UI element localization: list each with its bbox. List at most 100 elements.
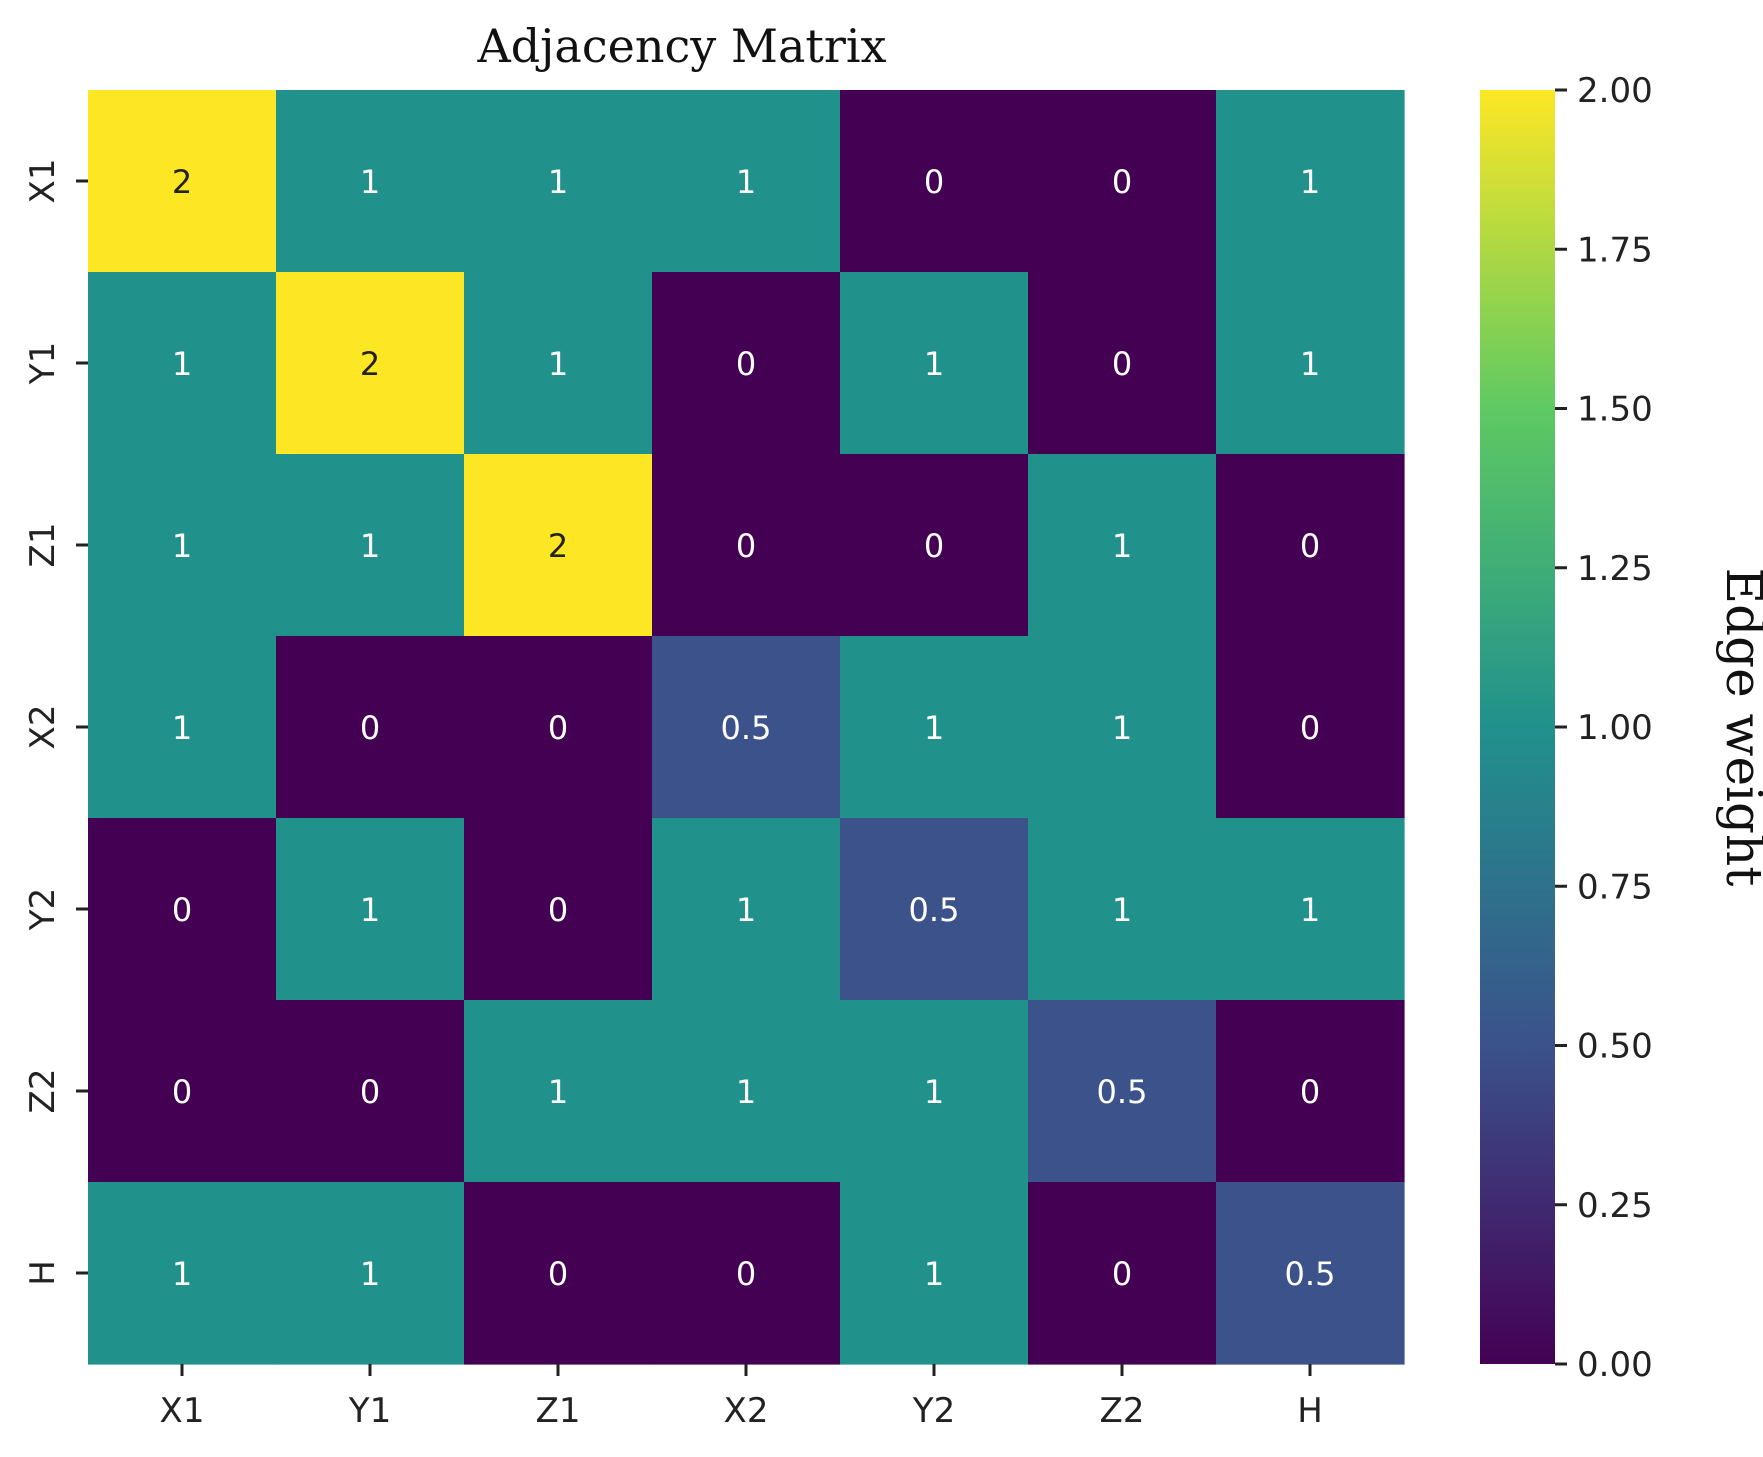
cell-value-label: 1 [736,163,756,201]
heatmap-cell [88,1182,277,1365]
colorbar-tick-label: 0.50 [1577,1027,1653,1067]
y-tick-label: X1 [23,159,63,204]
cell-value-label: 0 [1300,527,1320,565]
y-tick-label: Y2 [23,888,63,931]
colorbar-tick-label: 1.25 [1577,549,1653,589]
x-tick-label: Y2 [912,1391,955,1431]
heatmap-cell [88,1000,277,1183]
cell-value-label: 0 [1112,345,1132,383]
heatmap-cell [464,454,653,637]
cell-value-label: 0 [924,163,944,201]
heatmap-cell [652,636,841,819]
heatmap-cell [88,818,277,1001]
colorbar-tick-label: 1.75 [1577,230,1653,270]
heatmap-cell [276,272,465,455]
heatmap-cell [652,1182,841,1365]
cell-value-label: 1 [1112,891,1132,929]
cell-value-label: 0 [172,891,192,929]
heatmap-cell [652,454,841,637]
cell-value-label: 0 [1300,1073,1320,1111]
heatmap-cell [88,636,277,819]
cell-value-label: 0.5 [1285,1255,1336,1293]
heatmap-cell [1028,636,1217,819]
cell-value-label: 0 [736,345,756,383]
heatmap-cell [276,454,465,637]
heatmap-cell [652,272,841,455]
heatmap-cell [652,818,841,1001]
cell-value-label: 2 [172,163,192,201]
cell-value-label: 1 [924,1073,944,1111]
cell-value-label: 1 [360,527,380,565]
x-tick-label: Y1 [348,1391,391,1431]
heatmap-cell [1028,818,1217,1001]
heatmap-cell [840,1182,1029,1365]
chart-title: Adjacency Matrix [477,19,887,73]
cell-value-label: 1 [924,345,944,383]
cell-value-label: 1 [924,709,944,747]
x-tick-label: H [1297,1391,1323,1431]
heatmap-cell [1028,454,1217,637]
heatmap-cell [1028,1182,1217,1365]
colorbar-tick-label: 2.00 [1577,71,1653,111]
heatmap-cell [652,90,841,273]
heatmap-cell [840,454,1029,637]
x-axis: X1 Y1 Z1 X2 Y2 Z2 H [160,1364,1323,1431]
heatmap-cell [88,272,277,455]
y-tick-label: Y1 [23,342,63,385]
y-tick-label: Z2 [23,1069,63,1114]
cell-value-label: 0.5 [721,709,772,747]
cell-value-label: 1 [548,1073,568,1111]
colorbar-tick-label: 0.25 [1577,1186,1653,1226]
y-tick-label: X2 [23,705,63,750]
cell-value-label: 0 [360,709,380,747]
y-tick-label: H [23,1260,63,1286]
cell-value-label: 0 [548,709,568,747]
heatmap-cell [1216,272,1405,455]
cell-value-label: 1 [548,345,568,383]
cell-value-label: 1 [172,345,192,383]
cell-value-label: 0.5 [1097,1073,1148,1111]
x-tick-label: X2 [724,1391,769,1431]
heatmap-cell [88,454,277,637]
cell-value-label: 1 [360,891,380,929]
colorbar-axis: 0.00 0.25 0.50 0.75 1.00 1.25 1.50 1.75 2.00 [1555,71,1653,1385]
heatmap-cell [1216,1000,1405,1183]
heatmap-cell [464,636,653,819]
heatmap-cell [840,818,1029,1001]
colorbar-tick-label: 1.50 [1577,390,1653,430]
heatmap-cell [464,1182,653,1365]
cell-value-label: 1 [548,163,568,201]
cell-value-label: 1 [1300,345,1320,383]
cell-value-label: 0 [548,891,568,929]
heatmap-cell [464,818,653,1001]
cell-value-label: 0 [736,1255,756,1293]
heatmap-cell [1028,272,1217,455]
cell-value-label: 0 [548,1255,568,1293]
colorbar-label: Edge weight [1715,568,1763,887]
cell-value-label: 1 [1112,527,1132,565]
cell-value-label: 1 [736,891,756,929]
cell-value-label: 0 [736,527,756,565]
cell-value-label: 0 [360,1073,380,1111]
cell-value-label: 1 [360,163,380,201]
heatmap-cell [276,90,465,273]
heatmap-cell [276,1000,465,1183]
heatmap-cell [1216,90,1405,273]
heatmap-cell [1216,1182,1405,1365]
heatmap-cell [840,1000,1029,1183]
cell-value-label: 0 [924,527,944,565]
cell-value-label: 0 [1300,709,1320,747]
y-axis: X1 Y1 Z1 X2 Y2 Z2 H [23,159,88,1286]
heatmap-cell [464,1000,653,1183]
heatmap-cell [276,636,465,819]
heatmap-cell [464,272,653,455]
x-tick-label: Z2 [1100,1391,1145,1431]
heatmap-cell [652,1000,841,1183]
heatmap-cell [1028,1000,1217,1183]
cell-value-label: 0 [1112,163,1132,201]
cell-value-label: 0 [172,1073,192,1111]
heatmap-cell [840,272,1029,455]
heatmap-cell [1028,90,1217,273]
